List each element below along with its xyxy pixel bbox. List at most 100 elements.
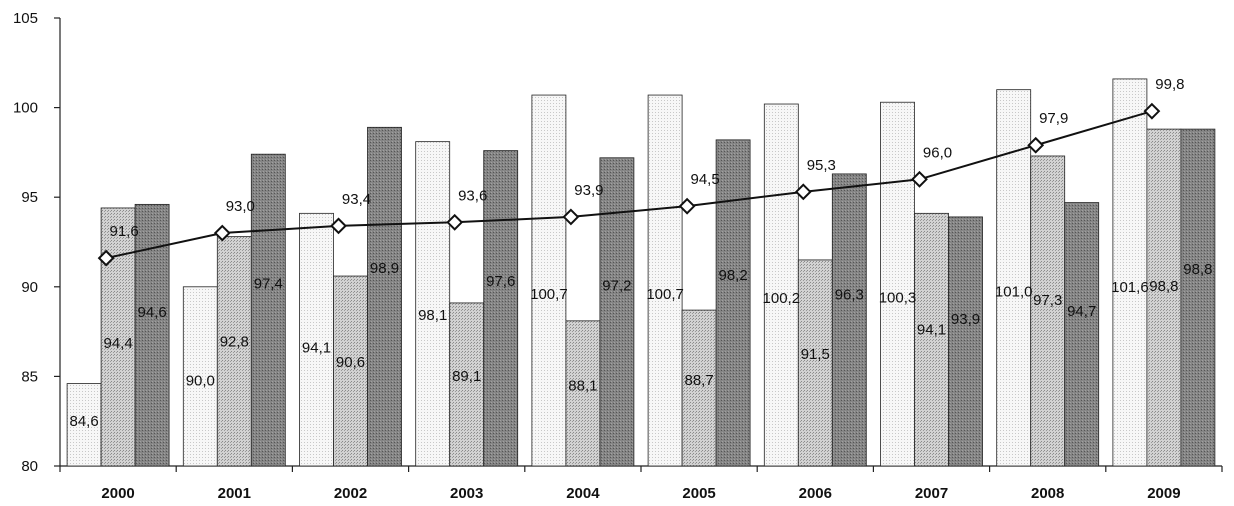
bar-data-label: 97,6	[486, 273, 515, 290]
x-tick-label: 2004	[566, 485, 600, 502]
bar-data-label: 98,8	[1149, 278, 1178, 295]
line-data-label: 93,6	[458, 187, 487, 204]
line-data-label: 96,0	[923, 144, 952, 161]
bar-data-label: 94,6	[137, 304, 166, 321]
bar-series-2-2005	[681, 309, 717, 467]
y-tick-label: 85	[21, 368, 38, 385]
bar-series-1-2009	[1112, 78, 1148, 467]
bar-data-label: 84,6	[69, 413, 98, 430]
x-tick-label: 2007	[915, 485, 948, 502]
line-data-label: 93,4	[342, 191, 371, 208]
bar-data-label: 98,1	[418, 307, 447, 324]
x-tick-label: 2005	[682, 485, 715, 502]
bar-series-3-2008	[1064, 202, 1100, 467]
line-data-label: 97,9	[1039, 110, 1068, 127]
bar-data-label: 94,1	[302, 339, 331, 356]
line-data-label: 95,3	[807, 157, 836, 174]
bar-series-3-2002	[367, 126, 402, 467]
x-tick-label: 2003	[450, 485, 483, 502]
line-marker-2000	[97, 249, 115, 267]
bar-data-label: 96,3	[835, 287, 864, 304]
bar-series-3-2009	[1180, 128, 1216, 467]
line-series-group	[97, 102, 1161, 267]
x-tick-label: 2008	[1031, 485, 1064, 502]
bar-data-label: 97,2	[602, 277, 631, 294]
line-marker-2003	[446, 213, 464, 231]
bar-series-3-2003	[483, 150, 519, 467]
bar-series-2-2002	[333, 275, 368, 467]
bar-data-label: 90,6	[336, 354, 365, 371]
bar-series-1-2006	[763, 103, 799, 467]
y-tick-label: 80	[21, 458, 38, 475]
bar-data-label: 100,7	[646, 286, 684, 303]
bar-data-label: 91,5	[801, 346, 830, 363]
line-data-label: 99,8	[1155, 76, 1184, 93]
bar-data-label: 88,1	[568, 378, 597, 395]
bar-series-3-2001	[250, 153, 286, 467]
bar-data-label: 100,3	[879, 289, 917, 306]
y-tick-label: 105	[13, 10, 38, 27]
line-marker-2004	[562, 208, 580, 226]
bar-data-label: 101,0	[995, 284, 1033, 301]
bar-series-3-2005	[715, 139, 751, 467]
bar-series-3-2006	[831, 173, 867, 467]
bar-data-label: 97,4	[254, 275, 283, 292]
bar-series-1-2000	[66, 383, 102, 467]
bar-series-2-2004	[565, 320, 601, 467]
bar-series-1-2003	[415, 141, 451, 467]
bar-data-label: 94,4	[103, 335, 132, 352]
y-axis: 80 85 90 95 100 105	[13, 10, 61, 475]
line-data-label: 93,9	[574, 182, 603, 199]
bar-series-1-2008	[996, 89, 1032, 467]
bar-series-1-2001	[182, 286, 218, 467]
bar-data-label: 90,0	[186, 372, 215, 389]
x-tick-label: 2006	[799, 485, 832, 502]
y-tick-label: 90	[21, 279, 38, 296]
line-marker-2006	[794, 183, 812, 201]
bar-series-1-2005	[647, 94, 683, 467]
x-tick-label: 2009	[1147, 485, 1180, 502]
x-tick-label: 2002	[334, 485, 367, 502]
bar-data-label: 89,1	[452, 368, 481, 385]
line-marker-2001	[213, 224, 231, 242]
bar-series-3-2000	[134, 203, 170, 467]
bar-data-label: 93,9	[951, 311, 980, 328]
y-tick-label: 95	[21, 189, 38, 206]
line-data-label: 91,6	[109, 223, 138, 240]
bar-data-label: 97,3	[1033, 292, 1062, 309]
bar-series-1-2007	[880, 101, 915, 467]
bar-data-label: 100,7	[530, 286, 568, 303]
bar-data-label: 98,8	[1183, 261, 1212, 278]
line-series-path	[105, 110, 1153, 260]
bar-series-2-2001	[216, 236, 252, 467]
bar-data-label: 88,7	[684, 372, 713, 389]
bar-data-label: 94,7	[1067, 303, 1096, 320]
x-tick-label: 2000	[101, 485, 134, 502]
bar-data-label: 100,2	[763, 290, 801, 307]
line-marker-2009	[1143, 102, 1161, 120]
bar-series-3-2004	[599, 157, 635, 467]
line-marker-2002	[330, 217, 347, 235]
x-tick-label: 2001	[218, 485, 251, 502]
line-marker-2007	[911, 170, 928, 188]
bar-series-2-2009	[1146, 128, 1182, 467]
bar-series-2-2008	[1030, 155, 1066, 467]
line-marker-2005	[678, 197, 696, 215]
bar-series-2-2006	[797, 259, 833, 467]
line-data-label: 93,0	[226, 198, 255, 215]
bar-series-2-2003	[449, 302, 485, 467]
bar-series-3-2007	[948, 216, 983, 467]
bar-data-label: 101,6	[1111, 279, 1149, 296]
bar-series-1-2002	[299, 212, 334, 467]
bars-group	[66, 78, 1216, 467]
bar-data-label: 92,8	[220, 334, 249, 351]
bar-series-1-2004	[531, 94, 567, 467]
bar-data-label: 94,1	[917, 322, 946, 339]
bar-data-label: 98,2	[718, 267, 747, 284]
data-labels-group: 84,6 90,0 94,1 98,1 100,7 100,7 100,2 100,3 101,…	[69, 76, 1212, 430]
x-axis: 2000 2001 2002 2003 2004 2005 2006 2007 2008 2009	[59, 465, 1223, 502]
line-marker-2008	[1027, 136, 1045, 154]
bar-data-label: 98,9	[370, 260, 399, 277]
